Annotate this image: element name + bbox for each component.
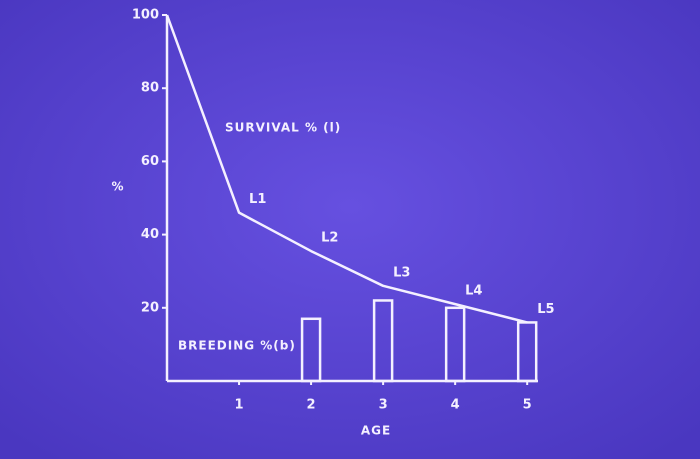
x-tick-label: 3 bbox=[379, 398, 388, 413]
series-label: BREEDING %(b) bbox=[178, 339, 296, 353]
x-axis-label: AGE bbox=[361, 424, 391, 438]
point-label: L2 bbox=[321, 231, 338, 246]
line bbox=[165, 14, 528, 324]
y-axis-label: % bbox=[111, 180, 124, 194]
y-tick-label: 60 bbox=[141, 154, 159, 169]
point-label: L4 bbox=[465, 284, 482, 299]
y-tick-label: 20 bbox=[141, 300, 159, 315]
bar bbox=[444, 306, 466, 383]
x-tick-label: 1 bbox=[235, 398, 244, 413]
x-tick-label: 2 bbox=[307, 398, 316, 413]
bar bbox=[300, 317, 322, 383]
x-tick-label: 4 bbox=[451, 398, 460, 413]
y-tick-label: 40 bbox=[141, 227, 159, 242]
series-label: SURVIVAL % (l) bbox=[225, 121, 341, 135]
y-tick-label: 100 bbox=[132, 8, 159, 23]
bar bbox=[372, 299, 394, 383]
y-tick-label: 80 bbox=[141, 81, 159, 96]
point-label: L1 bbox=[249, 192, 266, 207]
point-label: L5 bbox=[537, 302, 554, 317]
x-tick-label: 5 bbox=[523, 398, 532, 413]
bar bbox=[516, 321, 538, 383]
point-label: L3 bbox=[393, 265, 410, 280]
